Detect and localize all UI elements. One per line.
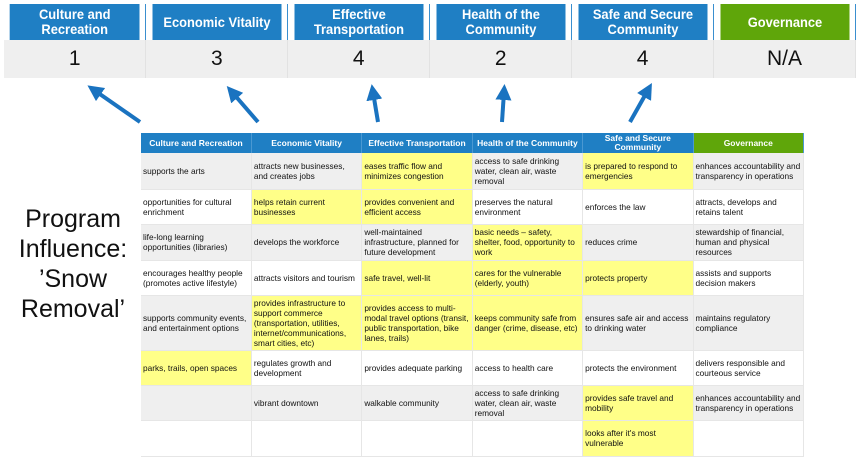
grid-cell: eases traffic flow and minimizes congest… (361, 153, 473, 190)
label-line: Removal’ (20, 295, 126, 323)
grid-cell: enhances accountability and transparency… (693, 385, 805, 421)
score-header: Governance (719, 4, 851, 40)
grid-cell (141, 420, 252, 457)
grid-cell: opportunities for cultural enrichment (141, 189, 252, 225)
grid-cell: provides infrastructure to support comme… (251, 295, 363, 351)
score-header: Safe and Secure Community (577, 4, 709, 40)
grid-cell (472, 420, 584, 457)
program-influence-label: Program Influence: ’Snow Removal’ (4, 204, 142, 324)
table-row: looks after it's most vulnerable (141, 420, 805, 457)
grid-cell: basic needs – safety, shelter, food, opp… (472, 224, 584, 261)
grid-cell: access to safe drinking water, clean air… (472, 153, 584, 190)
grid-header: Economic Vitality (251, 133, 363, 153)
table-row: supports the arts attracts new businesses… (141, 153, 805, 190)
grid-header: Effective Transportation (361, 133, 473, 153)
score-value: N/A (713, 40, 856, 78)
score-value: 4 (287, 40, 431, 78)
label-line: Influence: (18, 235, 128, 263)
grid-cell: regulates growth and development (251, 350, 363, 386)
grid-cell (361, 420, 473, 457)
grid-cell: encourages healthy people (promotes acti… (141, 260, 252, 296)
grid-cell: attracts visitors and tourism (251, 260, 363, 296)
grid-header: Culture and Recreation (141, 133, 252, 153)
grid-cell: cares for the vulnerable (elderly, youth… (472, 260, 584, 296)
grid-cell: access to safe drinking water, clean air… (472, 385, 584, 421)
score-value: 1 (4, 40, 147, 78)
grid-cell: provides adequate parking (361, 350, 473, 386)
grid-cell: maintains regulatory compliance (693, 295, 805, 351)
grid-cell: parks, trails, open spaces (141, 350, 252, 386)
grid-cell: supports the arts (141, 153, 252, 190)
grid-cell: life-long learning opportunities (librar… (141, 224, 252, 261)
table-row: vibrant downtown walkable community access… (141, 385, 805, 421)
grid-cell: is prepared to respond to emergencies (582, 153, 694, 190)
score-value: 3 (145, 40, 289, 78)
grid-cell: well-maintained infrastructure, planned … (361, 224, 473, 261)
arrow-icon (87, 85, 142, 124)
grid-cell: supports community events, and entertain… (141, 295, 252, 351)
grid-cell: protects the environment (582, 350, 694, 386)
label-line: ’Snow (38, 265, 108, 293)
grid-cell: assists and supports decision makers (693, 260, 805, 296)
grid-cell: provides convenient and efficient access (361, 189, 473, 225)
grid-cell: protects property (582, 260, 694, 296)
grid-cell: enhances accountability and transparency… (693, 153, 805, 190)
grid-cell: reduces crime (582, 224, 694, 261)
grid-cell: safe travel, well-lit (361, 260, 473, 296)
grid-cell: vibrant downtown (251, 385, 363, 421)
grid-cell (251, 420, 363, 457)
grid-cell: develops the workforce (251, 224, 363, 261)
grid-cell: walkable community (361, 385, 473, 421)
grid-cell: attracts, develops and retains talent (693, 189, 805, 225)
table-row: parks, trails, open spaces regulates grow… (141, 350, 805, 386)
grid-header: Governance (693, 133, 805, 153)
score-value: 2 (429, 40, 573, 78)
score-header: Effective Transportation (293, 4, 425, 40)
table-row: encourages healthy people (promotes acti… (141, 260, 805, 296)
arrow-icon (495, 84, 512, 123)
grid-header: Health of the Community (472, 133, 584, 153)
grid-cell: provides safe travel and mobility (582, 385, 694, 421)
grid-cell: delivers responsible and courteous servi… (693, 350, 805, 386)
grid-cell: keeps community safe from danger (crime,… (472, 295, 584, 351)
grid-cell (693, 420, 805, 457)
grid-header: Safe and Secure Community (582, 133, 694, 153)
grid-cell: preserves the natural environment (472, 189, 584, 225)
score-header: Health of the Community (435, 4, 567, 40)
grid-cell: attracts new businesses, and creates job… (251, 153, 363, 190)
arrow-icon (366, 84, 383, 123)
grid-cell: helps retain current businesses (251, 189, 363, 225)
table-row: supports community events, and entertain… (141, 295, 805, 351)
priority-score-table: Culture and Recreation Economic Vitality E… (4, 4, 856, 78)
score-header: Culture and Recreation (9, 4, 141, 40)
grid-cell: stewardship of financial, human and phys… (693, 224, 805, 261)
table-row: life-long learning opportunities (librar… (141, 224, 805, 261)
grid-cell (141, 385, 252, 421)
arrow-icon (226, 85, 260, 124)
table-row: opportunities for cultural enrichment hel… (141, 189, 805, 225)
outcomes-grid: Culture and Recreation Economic Vitality E… (141, 133, 805, 457)
grid-cell: enforces the law (582, 189, 694, 225)
grid-cell: provides access to multi-modal travel op… (361, 295, 473, 351)
arrows (87, 83, 652, 124)
label-line: Program (25, 205, 121, 233)
score-header: Economic Vitality (151, 4, 283, 40)
score-value: 4 (571, 40, 715, 78)
arrow-icon (628, 83, 652, 123)
grid-cell: ensures safe air and access to drinking … (582, 295, 694, 351)
grid-cell: access to health care (472, 350, 584, 386)
grid-cell: looks after it's most vulnerable (582, 420, 694, 457)
